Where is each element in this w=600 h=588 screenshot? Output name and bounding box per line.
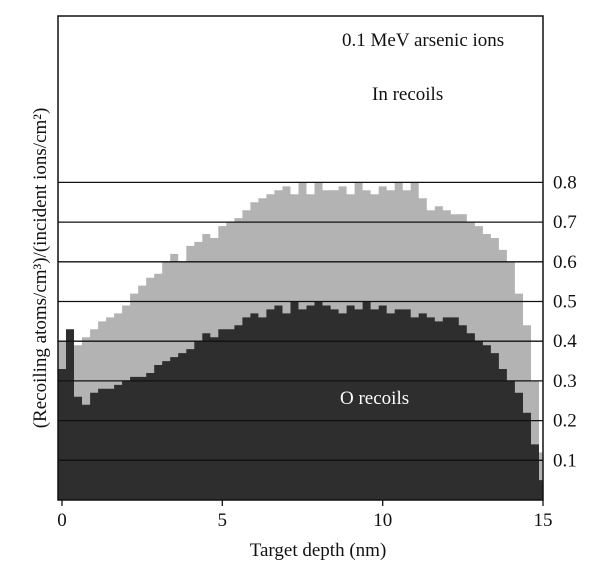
plot-frame — [57, 15, 544, 501]
x-tick-label: 0 — [57, 510, 67, 531]
grid-layer — [58, 181, 543, 461]
series-o-recoils-area — [58, 301, 543, 500]
y-tick-label: 0.6 — [553, 252, 577, 273]
x-tick-label: 15 — [534, 510, 553, 531]
y-tick-label: 0.8 — [553, 172, 577, 193]
annotation-o-recoils: O recoils — [340, 388, 409, 409]
y-axis-title: (Recoiling atoms/cm³)/(incident ions/cm²… — [30, 108, 51, 429]
annotation-ion-energy: 0.1 MeV arsenic ions — [342, 30, 504, 51]
y-tick-label: 0.3 — [553, 371, 577, 392]
annotation-in-recoils: In recoils — [372, 84, 443, 105]
y-tick-label: 0.5 — [553, 292, 577, 313]
y-tick-label: 0.2 — [553, 411, 577, 432]
y-tick-label: 0.4 — [553, 331, 577, 352]
y-tick-layer: 0.1 0.2 0.3 0.4 0.5 0.6 0.7 0.8 — [553, 172, 577, 471]
x-tick-layer: 0 5 10 15 — [57, 500, 553, 531]
x-axis-title: Target depth (nm) — [250, 540, 387, 561]
y-tick-label: 0.7 — [553, 212, 577, 233]
x-tick-label: 10 — [373, 510, 392, 531]
y-tick-label: 0.1 — [553, 450, 577, 471]
x-tick-label: 5 — [218, 510, 228, 531]
